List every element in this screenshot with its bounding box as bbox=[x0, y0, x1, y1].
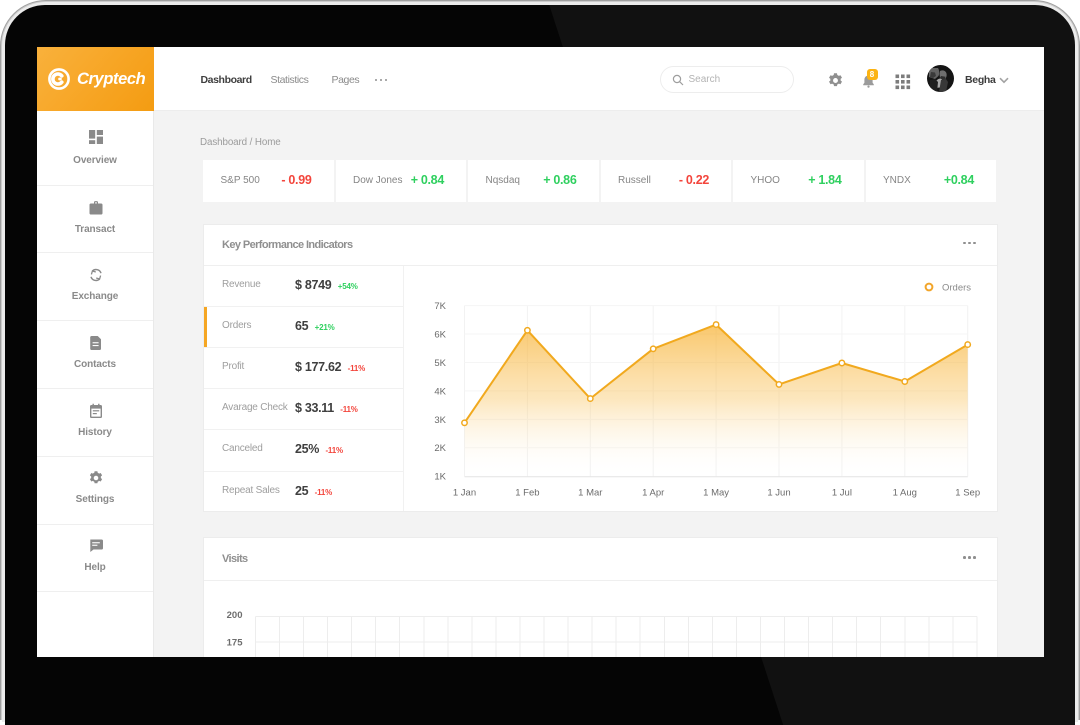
svg-text:1 Jul: 1 Jul bbox=[832, 487, 852, 498]
svg-text:1 Sep: 1 Sep bbox=[955, 487, 980, 498]
svg-text:1K: 1K bbox=[434, 471, 446, 482]
svg-text:5K: 5K bbox=[434, 358, 446, 369]
svg-text:2K: 2K bbox=[434, 443, 446, 454]
svg-text:1 Jun: 1 Jun bbox=[767, 487, 790, 498]
svg-text:1 Feb: 1 Feb bbox=[515, 487, 539, 498]
svg-text:3K: 3K bbox=[434, 414, 446, 425]
svg-text:6K: 6K bbox=[434, 329, 446, 340]
svg-text:1 Jan: 1 Jan bbox=[453, 487, 476, 498]
svg-text:Orders: Orders bbox=[942, 282, 971, 293]
svg-text:1 May: 1 May bbox=[703, 487, 729, 498]
svg-text:1 Mar: 1 Mar bbox=[578, 487, 602, 498]
svg-text:1 Apr: 1 Apr bbox=[642, 487, 664, 498]
svg-text:175: 175 bbox=[227, 638, 244, 649]
svg-text:7K: 7K bbox=[434, 301, 446, 312]
svg-text:4K: 4K bbox=[434, 386, 446, 397]
svg-text:200: 200 bbox=[227, 610, 243, 621]
svg-text:1 Aug: 1 Aug bbox=[893, 487, 917, 498]
